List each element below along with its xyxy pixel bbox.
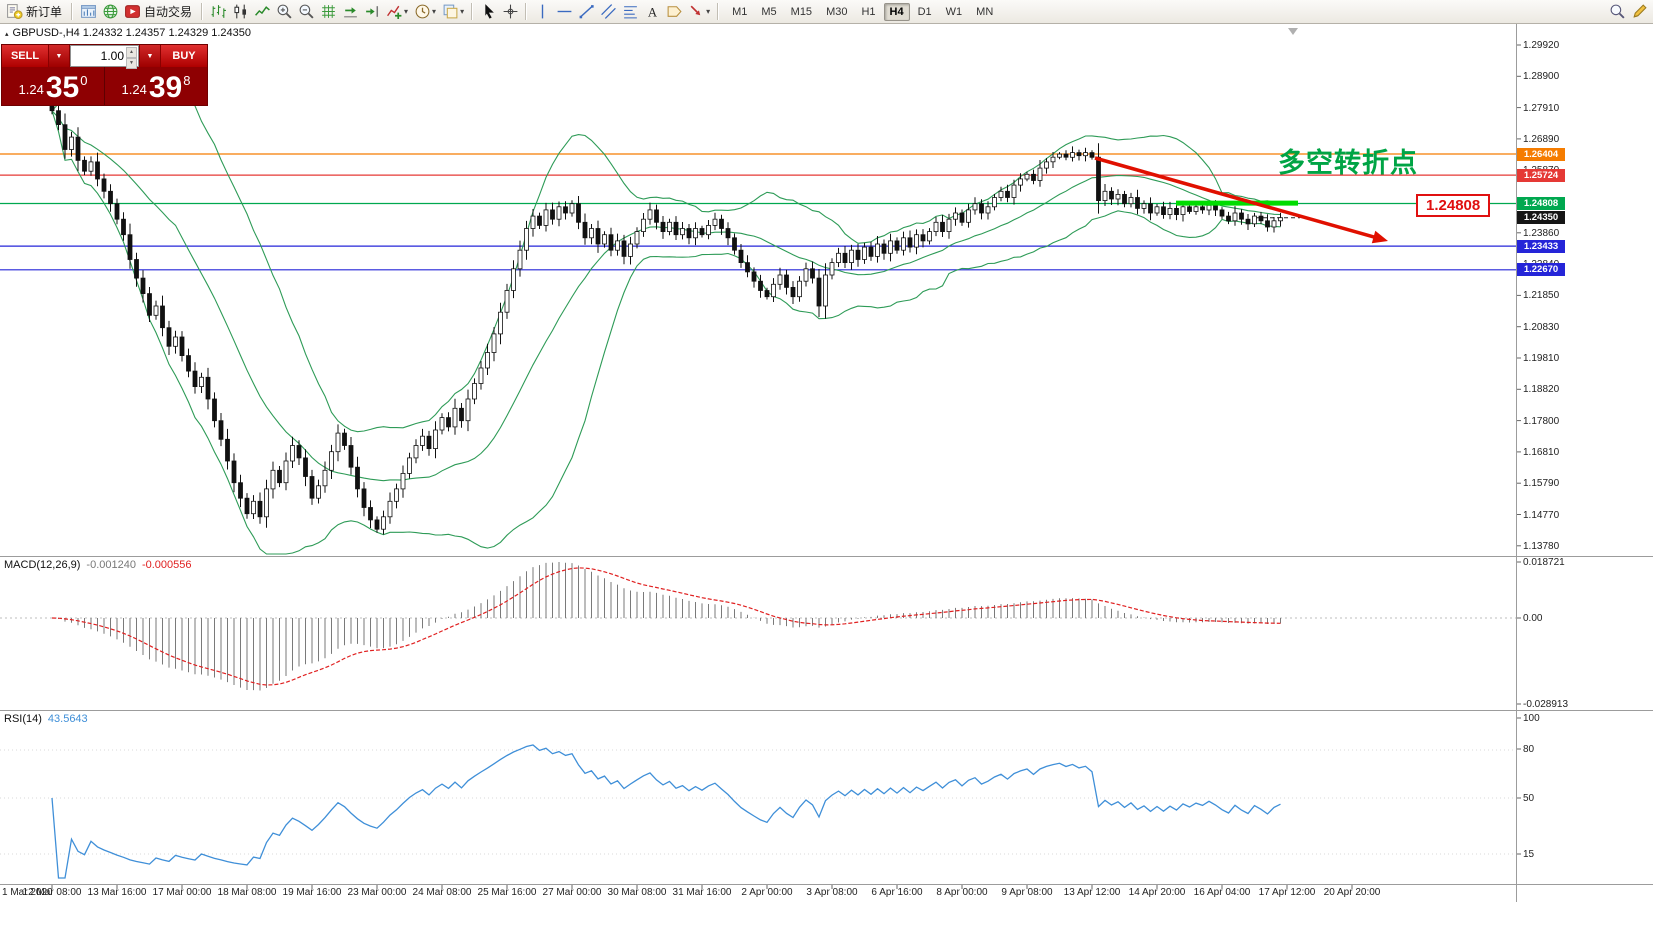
zoom-in-icon[interactable] [273, 2, 295, 22]
macd-name: MACD(12,26,9) [4, 559, 81, 571]
globe-icon[interactable] [99, 2, 121, 22]
autotrading-icon[interactable] [121, 2, 143, 22]
macd-main-value: -0.001240 [86, 559, 136, 571]
edit-icon[interactable] [1628, 2, 1650, 22]
sell-price-sup: 0 [80, 73, 88, 88]
auto-scroll-icon[interactable] [339, 2, 361, 22]
text-icon[interactable]: A [641, 2, 663, 22]
price-callout[interactable]: 1.24808 [1416, 194, 1491, 217]
sell-price[interactable]: 1.24 35 0 [2, 67, 105, 105]
toolbar-right-group [1606, 2, 1650, 22]
sell-price-base: 1.24 [18, 82, 44, 97]
macd-signal-value: -0.000556 [141, 559, 192, 571]
rsi-label: RSI(14) 43.5643 [4, 713, 88, 725]
price-axis-border[interactable] [1516, 24, 1517, 902]
new-order-label[interactable]: 新订单 [26, 5, 63, 19]
ohlc-text: GBPUSD-,H4 1.24332 1.24357 1.24329 1.243… [12, 27, 252, 39]
volume-down-button[interactable]: ▼ [126, 58, 137, 69]
timeframe-W1[interactable]: W1 [945, 5, 963, 18]
label-icon[interactable] [663, 2, 685, 22]
buy-price-sup: 8 [183, 73, 191, 88]
indicators-dropdown-icon[interactable]: ▾ [404, 7, 409, 16]
sell-dropdown-icon[interactable]: ▼ [48, 45, 70, 67]
toolbar-divider [71, 3, 74, 20]
cursor-icon[interactable] [477, 2, 499, 22]
toolbar-divider [201, 3, 204, 20]
buy-price-base: 1.24 [121, 82, 147, 97]
timeframe-M15[interactable]: M15 [790, 5, 813, 18]
svg-text:A: A [647, 5, 657, 19]
crosshair-icon[interactable] [499, 2, 521, 22]
arrows-icon[interactable] [685, 2, 707, 22]
search-icon[interactable] [1606, 2, 1628, 22]
toolbar: 新订单 自动交易 ▾ ▾ ▾ A ▾ M1 M5 M15 M30 H1 H4 D1 W1 MN [0, 0, 1653, 24]
arrows-dropdown-icon[interactable]: ▾ [706, 7, 711, 16]
templates-icon[interactable] [439, 2, 461, 22]
zoom-out-icon[interactable] [295, 2, 317, 22]
buy-price[interactable]: 1.24 39 8 [105, 67, 207, 105]
grid-icon[interactable] [317, 2, 339, 22]
line-chart-icon[interactable] [251, 2, 273, 22]
new-order-icon[interactable] [3, 2, 25, 22]
rsi-panel-splitter[interactable] [0, 710, 1653, 711]
candlestick-icon[interactable] [229, 2, 251, 22]
buy-price-big: 39 [148, 71, 183, 104]
timeframe-M5[interactable]: M5 [761, 5, 777, 18]
period-icon[interactable] [411, 2, 433, 22]
chart-window-icon[interactable] [77, 2, 99, 22]
timeframe-M30[interactable]: M30 [826, 5, 848, 18]
sell-price-big: 35 [45, 71, 80, 104]
timeframe-H4[interactable]: H4 [883, 2, 910, 21]
trendline-icon[interactable] [575, 2, 597, 22]
buy-button[interactable]: BUY [161, 45, 207, 67]
indicators-icon[interactable] [383, 2, 405, 22]
volume-field: ▲▼ [70, 45, 139, 69]
fibonacci-icon[interactable] [619, 2, 641, 22]
horizontal-line-icon[interactable] [553, 2, 575, 22]
rsi-name: RSI(14) [4, 713, 42, 725]
timeframe-MN[interactable]: MN [976, 5, 994, 18]
time-axis-splitter [0, 884, 1653, 885]
toolbar-divider [471, 3, 474, 20]
buy-dropdown-icon[interactable]: ▼ [139, 45, 161, 67]
symbol-info: ▴ GBPUSD-,H4 1.24332 1.24357 1.24329 1.24… [5, 27, 251, 39]
one-click-toggle-icon[interactable]: ▴ [5, 31, 9, 38]
one-click-trading-panel: SELL ▼ ▲▼ ▼ BUY 1.24 35 0 1.24 39 8 [2, 45, 207, 105]
timeframe-D1[interactable]: D1 [917, 5, 932, 18]
rsi-value: 43.5643 [47, 713, 88, 725]
period-dropdown-icon[interactable]: ▾ [432, 7, 437, 16]
chart-annotation-text[interactable]: 多空转折点 [1278, 148, 1418, 178]
chart-shift-icon[interactable] [361, 2, 383, 22]
volume-spinner: ▲ ▼ [126, 47, 137, 69]
volume-input[interactable] [71, 46, 138, 66]
bar-chart-icon[interactable] [207, 2, 229, 22]
timeframe-bar: M1 M5 M15 M30 H1 H4 D1 W1 MN [725, 2, 1000, 21]
timeframe-H1[interactable]: H1 [861, 5, 876, 18]
toolbar-divider [525, 3, 528, 20]
vertical-line-icon[interactable] [531, 2, 553, 22]
channel-icon[interactable] [597, 2, 619, 22]
autotrading-label[interactable]: 自动交易 [144, 5, 193, 19]
timeframe-M1[interactable]: M1 [732, 5, 748, 18]
macd-label: MACD(12,26,9) -0.001240 -0.000556 [4, 559, 192, 571]
sell-button[interactable]: SELL [2, 45, 48, 67]
macd-panel-splitter[interactable] [0, 556, 1653, 557]
volume-up-button[interactable]: ▲ [126, 47, 137, 58]
toolbar-divider [717, 3, 720, 20]
templates-dropdown-icon[interactable]: ▾ [460, 7, 465, 16]
